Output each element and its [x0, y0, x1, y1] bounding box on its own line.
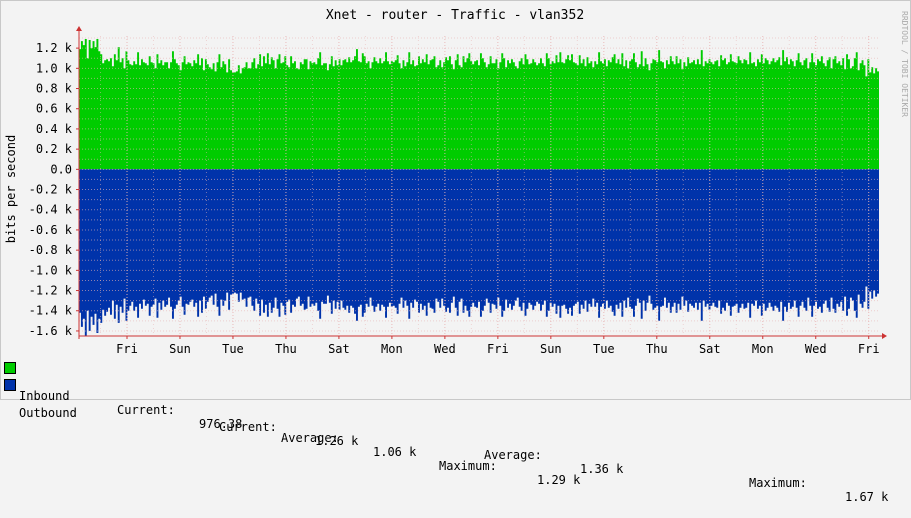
y-tick-label: -1.4 k [29, 304, 73, 318]
y-tick-label: 1.2 k [36, 41, 73, 55]
x-tick-label: Sat [699, 342, 721, 356]
legend-inbound: Inbound Current: 976.38 Average: 1.06 k … [4, 361, 580, 487]
outbound-current-label: Current: [219, 420, 277, 434]
inbound-average-value: 1.06 k [373, 445, 417, 459]
y-tick-label: 1.0 k [36, 61, 73, 75]
inbound-swatch [4, 362, 16, 374]
y-tick-label: 0.0 [50, 162, 72, 176]
legend-outbound: Outbound Current: 1.26 k Average: 1.36 k… [4, 378, 888, 504]
y-tick-label: 0.6 k [36, 102, 73, 116]
traffic-chart: Xnet - router - Traffic - vlan352 bits p… [4, 8, 909, 356]
x-tick-label: Wed [434, 342, 456, 356]
data-areas [79, 39, 879, 336]
x-tick-label: Mon [381, 342, 403, 356]
x-tick-label: Thu [275, 342, 297, 356]
graph-frame: Xnet - router - Traffic - vlan352 bits p… [0, 0, 911, 504]
y-tick-label: 0.8 k [36, 82, 73, 96]
x-tick-label: Sun [169, 342, 191, 356]
chart-title: Xnet - router - Traffic - vlan352 [326, 8, 584, 23]
x-tick-label: Mon [752, 342, 774, 356]
inbound-current-label: Current: [117, 403, 175, 417]
outbound-average-value: 1.36 k [580, 462, 624, 476]
x-axis-arrow [882, 333, 887, 339]
grid-lines [79, 36, 879, 336]
series-area-outbound [79, 169, 879, 336]
x-tick-label: Tue [593, 342, 615, 356]
y-tick-label: -0.8 k [29, 243, 73, 257]
outbound-maximum-value: 1.67 k [845, 490, 889, 504]
outbound-label: Outbound [19, 406, 77, 420]
x-tick-label: Wed [805, 342, 827, 356]
y-tick-label: -1.6 k [29, 324, 73, 338]
x-tick-label: Sun [540, 342, 562, 356]
inbound-maximum-value: 1.29 k [537, 473, 581, 487]
axes [76, 26, 887, 339]
y-axis-label: bits per second [4, 135, 18, 243]
y-tick-label: 0.4 k [36, 122, 73, 136]
x-tick-label: Thu [646, 342, 668, 356]
y-tick-label: 0.2 k [36, 142, 73, 156]
x-tick-label: Fri [116, 342, 138, 356]
x-tick-label: Fri [858, 342, 880, 356]
y-tick-label: -0.4 k [29, 203, 73, 217]
outbound-swatch [4, 379, 16, 391]
x-axis-ticks: Fri Sun Tue Thu Sat Mon Wed Fri Sun Tue Thu Sat Mon W… [116, 336, 880, 356]
y-axis-ticks: 1.2 k 1.0 k 0.8 k 0.6 k 0.4 k 0.2 k 0.0 -0.2 k -… [29, 41, 79, 338]
x-tick-label: Fri [487, 342, 509, 356]
y-axis-arrow [76, 26, 82, 31]
x-tick-label: Tue [222, 342, 244, 356]
outbound-average-label: Average: [484, 448, 542, 462]
x-tick-label: Sat [328, 342, 350, 356]
series-area-inbound [79, 39, 879, 170]
y-tick-label: -0.2 k [29, 183, 73, 197]
y-tick-label: -1.0 k [29, 263, 73, 277]
outbound-maximum-label: Maximum: [749, 476, 807, 490]
outbound-current-value: 1.26 k [315, 434, 359, 448]
rrdtool-watermark: RRDTOOL / TOBI OETIKER [900, 11, 909, 117]
y-tick-label: -1.2 k [29, 284, 73, 298]
y-tick-label: -0.6 k [29, 223, 73, 237]
